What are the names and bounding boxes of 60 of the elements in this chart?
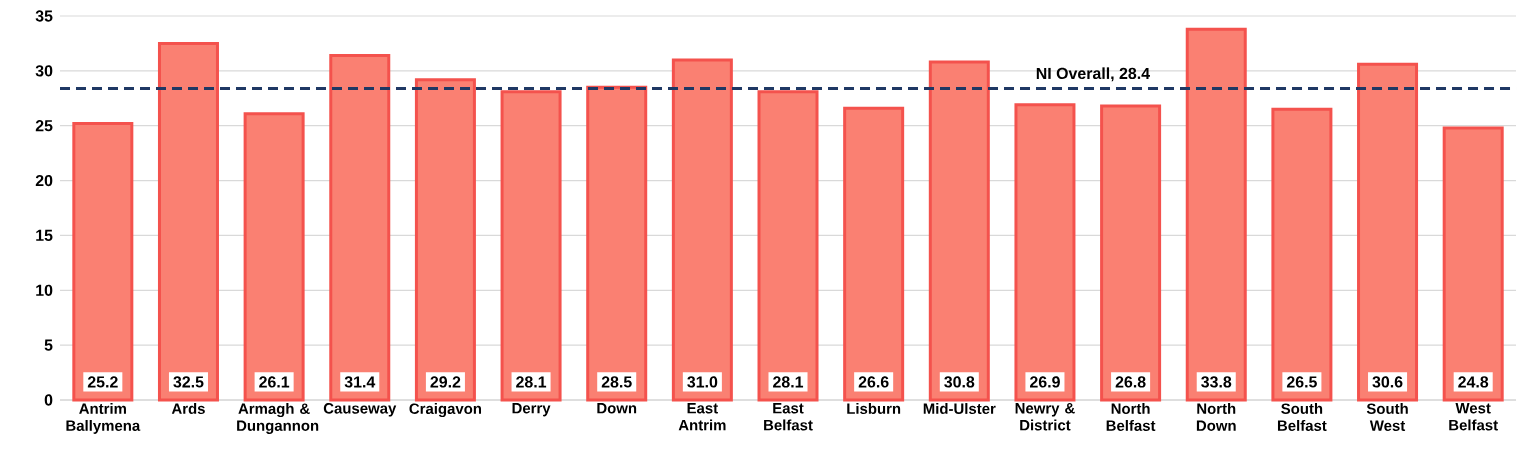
data-label: 26.5 <box>1286 376 1317 388</box>
bar <box>586 85 648 402</box>
x-tick-label: South West <box>1366 403 1408 431</box>
bar <box>757 90 819 402</box>
y-tick-label: 10 <box>36 284 53 296</box>
bar <box>243 112 305 402</box>
x-tick-label: South Belfast <box>1277 403 1327 431</box>
bar <box>329 53 391 402</box>
x-tick-label: West Belfast <box>1449 403 1498 431</box>
data-label: 28.1 <box>773 376 804 388</box>
y-tick-label: 20 <box>35 174 53 187</box>
data-label: 28.1 <box>516 376 547 388</box>
bar <box>157 41 219 402</box>
ref-line-label: NI Overall, 28.4 <box>1036 67 1150 82</box>
bar <box>500 90 562 402</box>
x-tick-label: Down <box>597 403 637 414</box>
x-tick-label: Newry & District <box>1015 403 1075 431</box>
data-label: 26.8 <box>1115 376 1146 388</box>
x-tick-label: Ards <box>171 403 205 415</box>
y-tick-label: 0 <box>44 394 53 406</box>
data-label: 33.8 <box>1201 376 1232 388</box>
x-tick-label: Causeway <box>323 403 397 417</box>
data-label: 26.6 <box>858 376 889 388</box>
data-label: 26.9 <box>1030 376 1060 388</box>
bar <box>1271 107 1333 402</box>
bar <box>414 78 476 402</box>
data-label: 26.1 <box>259 376 290 388</box>
y-tick-label: 15 <box>36 229 53 241</box>
bar <box>843 106 905 402</box>
data-label: 25.2 <box>87 376 118 388</box>
data-label: 30.6 <box>1372 376 1403 388</box>
x-tick-label: North Belfast <box>1106 403 1156 431</box>
bar <box>1442 126 1504 402</box>
y-tick-label: 25 <box>35 120 53 132</box>
bar <box>1357 62 1419 402</box>
data-label: 31.0 <box>687 376 718 388</box>
data-label: 28.5 <box>601 376 632 388</box>
data-label: 24.8 <box>1458 376 1489 388</box>
bar <box>72 122 134 402</box>
x-tick-label: North Down <box>1196 403 1236 431</box>
y-tick-label: 30 <box>35 65 53 77</box>
x-tick-label: Craigavon <box>409 403 482 418</box>
y-tick-label: 5 <box>44 339 53 351</box>
y-tick-label: 35 <box>35 10 53 22</box>
bar <box>671 58 733 402</box>
data-label: 31.4 <box>344 376 376 388</box>
x-tick-label: East Belfast <box>764 403 813 431</box>
bar <box>928 60 990 402</box>
data-label: 32.5 <box>173 376 204 388</box>
x-tick-label: Derry <box>512 403 551 417</box>
x-tick-label: Antrim Ballymena <box>66 403 141 434</box>
x-tick-label: Lisburn <box>847 403 901 415</box>
x-tick-label: East Antrim <box>678 403 726 431</box>
bar <box>1100 104 1162 402</box>
data-label: 29.2 <box>430 376 461 388</box>
bar <box>1185 27 1247 402</box>
data-label: 30.8 <box>944 376 975 388</box>
bar <box>1014 103 1076 402</box>
x-tick-label: Armagh & Dungannon <box>237 403 319 434</box>
x-tick-label: Mid-Ulster <box>923 403 996 415</box>
